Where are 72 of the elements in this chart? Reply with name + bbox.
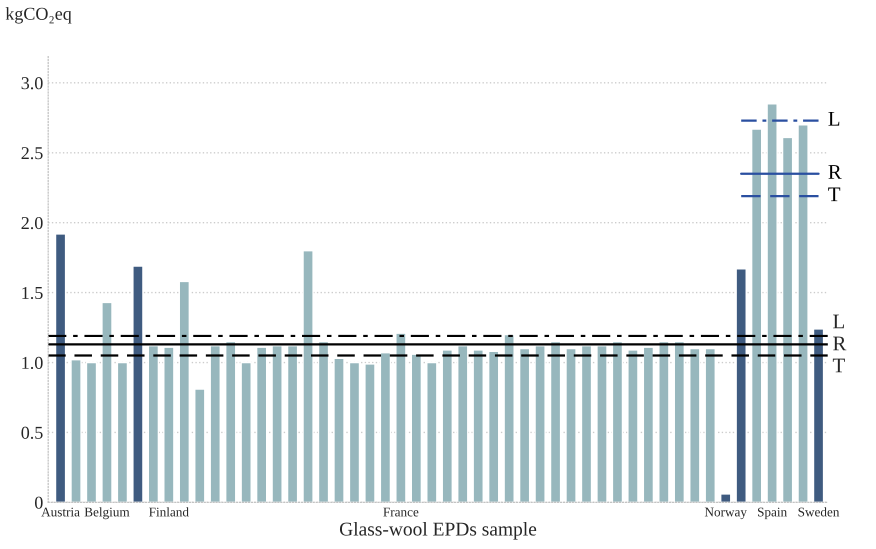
bar <box>689 348 701 502</box>
series-label: T <box>828 187 840 202</box>
y-tick-label: 0.5 <box>21 426 43 439</box>
bar <box>704 348 716 502</box>
series-label: R <box>828 165 842 179</box>
y-tick-label: 1.5 <box>22 286 43 300</box>
bar <box>395 332 407 502</box>
bar <box>318 340 330 502</box>
bar <box>194 388 206 502</box>
bar <box>240 362 252 502</box>
bar <box>518 348 530 502</box>
bar <box>580 345 592 502</box>
bar <box>210 345 221 502</box>
y-tick-label: 1.0 <box>22 356 43 370</box>
bar <box>488 350 500 502</box>
bar <box>612 340 624 502</box>
bar <box>178 280 190 502</box>
bar <box>442 349 454 502</box>
bar <box>534 345 546 502</box>
x-tick-label: Finland <box>149 507 189 516</box>
x-axis-title: Glass-wool EPDs sample <box>340 522 536 540</box>
x-tick-label: Norway <box>704 508 747 520</box>
ref-line-label: L <box>833 314 844 328</box>
x-tick-label: Belgium <box>84 507 130 520</box>
y-tick-label: 3.0 <box>22 77 43 90</box>
bar <box>565 348 577 502</box>
bar <box>674 340 686 502</box>
bar <box>720 493 732 502</box>
bar <box>797 124 809 502</box>
bar <box>410 353 422 502</box>
bar <box>256 346 268 502</box>
bar <box>333 358 345 502</box>
bar <box>86 362 98 502</box>
bar <box>658 340 670 502</box>
bar <box>735 268 747 502</box>
bar <box>364 363 376 502</box>
bar <box>472 349 484 502</box>
bar <box>101 302 113 502</box>
bar <box>380 352 392 502</box>
bar <box>766 103 778 502</box>
bar <box>812 328 824 502</box>
ref-line-label: T <box>832 358 845 372</box>
bar <box>271 345 283 502</box>
x-tick-label: Sweden <box>798 507 840 516</box>
x-tick-label: Spain <box>758 508 787 520</box>
bar <box>503 334 515 502</box>
bar <box>70 359 82 502</box>
bar <box>163 346 175 502</box>
bar <box>148 345 160 502</box>
bar <box>302 250 314 502</box>
bar <box>750 128 762 502</box>
bar <box>596 345 608 502</box>
bar <box>132 265 144 502</box>
bar <box>550 340 562 502</box>
bar <box>54 233 66 502</box>
bar <box>116 362 128 502</box>
y-axis-title: kgCO₂eq <box>6 7 72 24</box>
bar <box>457 345 468 502</box>
x-tick-label: France <box>383 508 418 516</box>
series-label: L <box>828 112 840 126</box>
y-tick-label: 2.0 <box>22 216 43 230</box>
y-tick-label: 2.5 <box>22 147 43 160</box>
bar <box>348 362 360 502</box>
bar <box>627 349 639 502</box>
bar <box>642 346 654 502</box>
bar <box>224 340 236 502</box>
ref-line-label: R <box>833 336 846 350</box>
bar <box>286 345 298 502</box>
x-tick-label: Austria <box>41 508 80 516</box>
bar <box>426 362 438 502</box>
bar <box>782 136 794 502</box>
y-tick-label: 0 <box>34 496 43 509</box>
